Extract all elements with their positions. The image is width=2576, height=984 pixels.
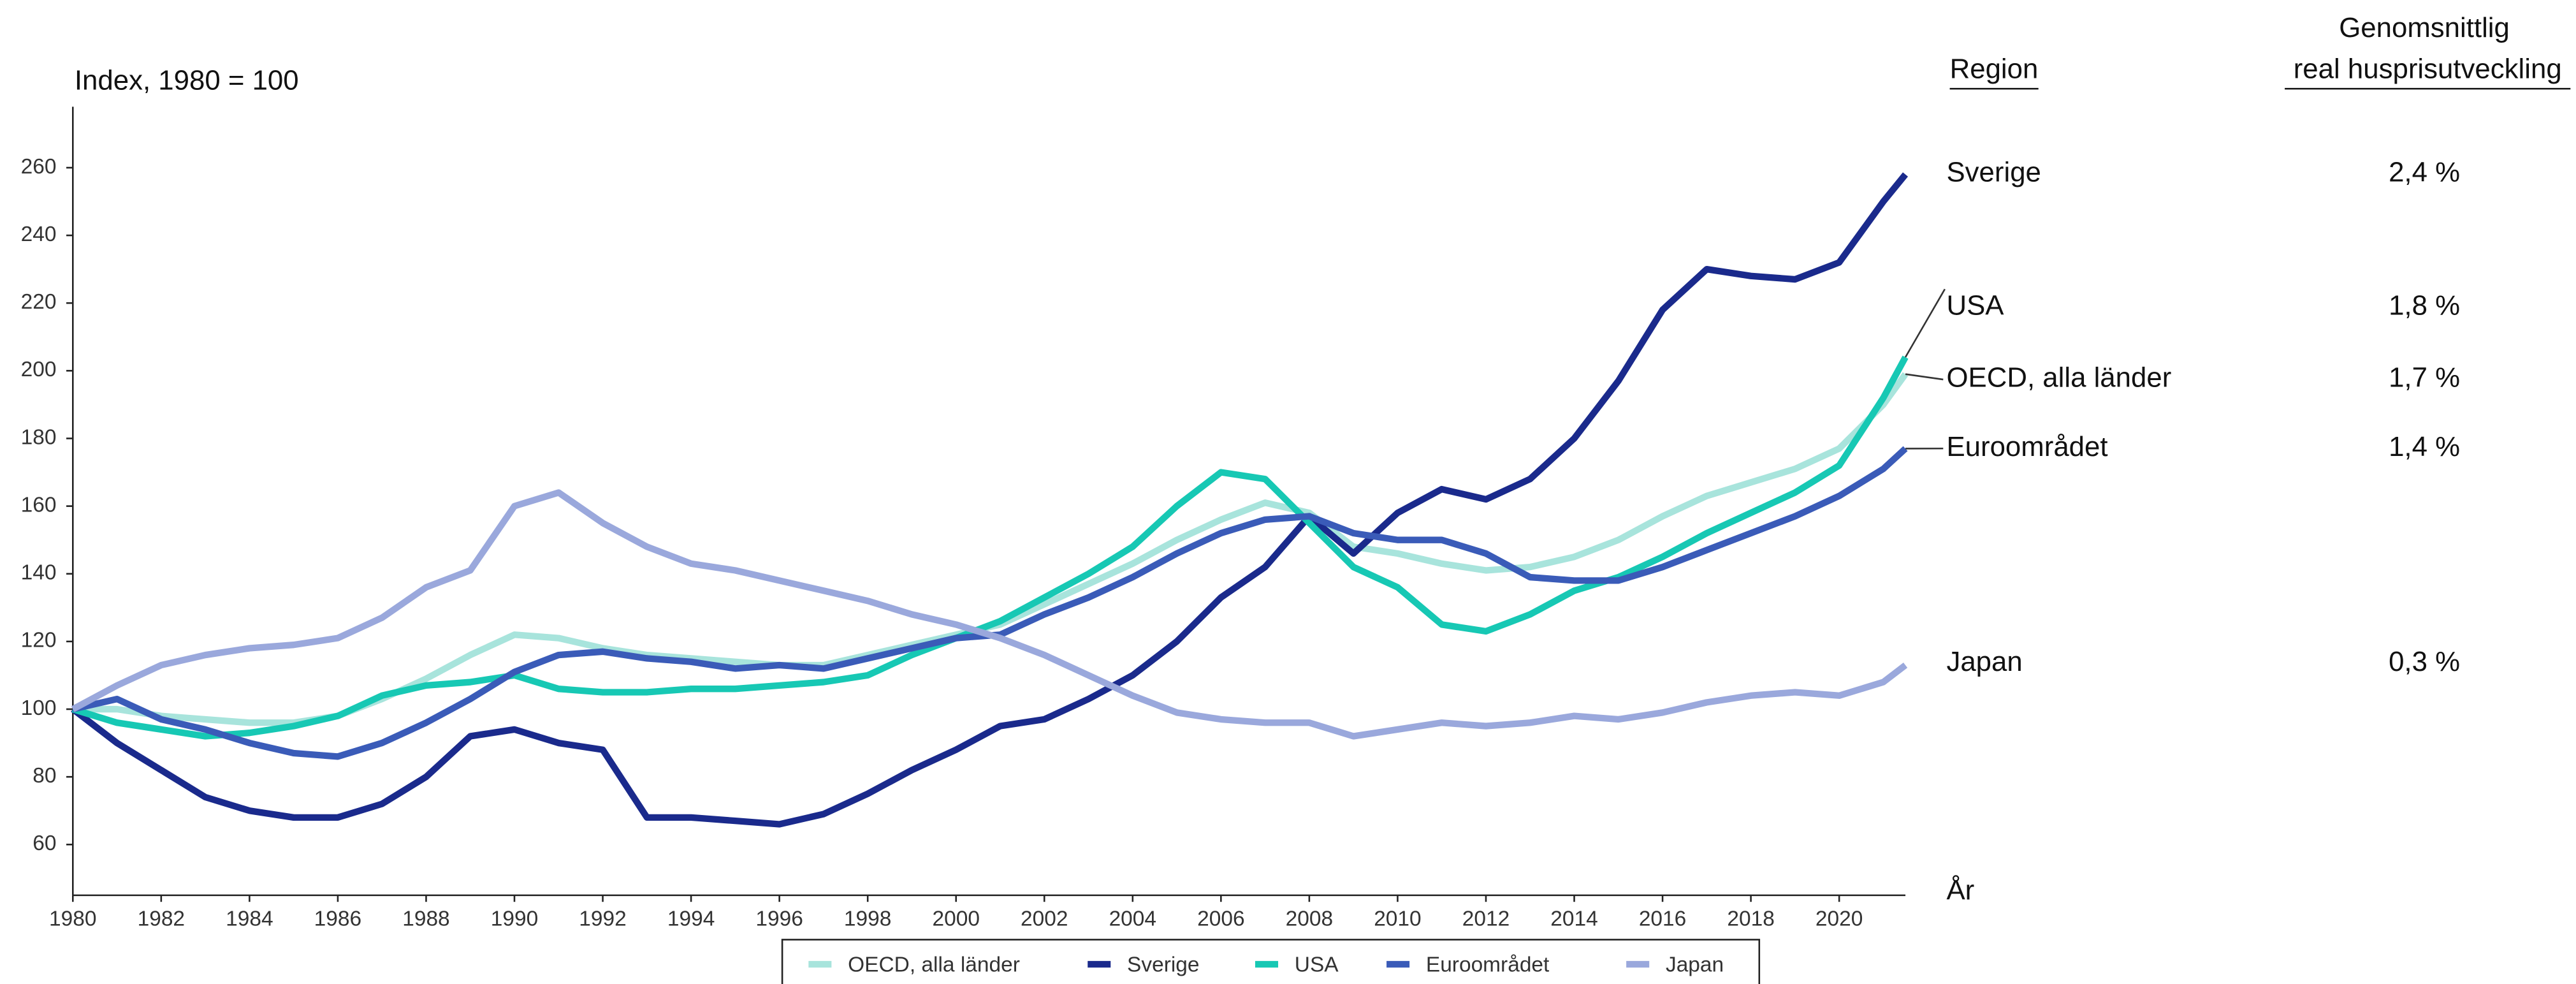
y-tick-label: 60 bbox=[33, 832, 56, 855]
x-tick-label: 2008 bbox=[1286, 907, 1333, 930]
series-line bbox=[73, 372, 1909, 726]
x-tick-label: 1996 bbox=[755, 907, 803, 930]
x-tick-label: 1992 bbox=[579, 907, 626, 930]
x-tick-label: 1994 bbox=[667, 907, 715, 930]
legend-label: Euroområdet bbox=[1426, 953, 1550, 977]
x-tick-label: 1984 bbox=[226, 907, 273, 930]
y-tick-label: 240 bbox=[21, 223, 57, 246]
x-axis-label: År bbox=[1946, 874, 1974, 906]
y-tick-label: 80 bbox=[33, 764, 56, 788]
region-header: Region bbox=[1950, 53, 2039, 84]
region-label: Japan bbox=[1946, 646, 2022, 677]
x-tick-label: 2014 bbox=[1550, 907, 1597, 930]
y-tick-label: 120 bbox=[21, 629, 57, 652]
legend-label: OECD, alla länder bbox=[848, 953, 1020, 977]
legend-label: Sverige bbox=[1127, 953, 1199, 977]
x-tick-label: 1986 bbox=[314, 907, 361, 930]
growth-value: 2,4 % bbox=[2389, 157, 2460, 188]
y-tick-label: 100 bbox=[21, 696, 57, 720]
y-tick-label: 140 bbox=[21, 561, 57, 585]
growth-value: 1,7 % bbox=[2389, 362, 2460, 393]
series-line bbox=[71, 489, 1908, 740]
x-tick-label: 1982 bbox=[138, 907, 185, 930]
legend-box bbox=[781, 939, 1761, 984]
region-label: OECD, alla länder bbox=[1946, 362, 2171, 393]
y-tick-label: 200 bbox=[21, 358, 57, 381]
leader-line bbox=[1904, 288, 1946, 358]
x-tick-label: 2004 bbox=[1109, 907, 1156, 930]
x-tick-label: 1990 bbox=[491, 907, 538, 930]
x-tick-label: 2002 bbox=[1021, 907, 1068, 930]
series-line bbox=[71, 355, 1909, 740]
leader-line bbox=[1905, 373, 1944, 381]
y-tick-label: 180 bbox=[21, 425, 57, 449]
growth-value: 1,4 % bbox=[2389, 431, 2460, 462]
region-label: Euroområdet bbox=[1946, 431, 2107, 462]
y-tick-label: 160 bbox=[21, 493, 57, 517]
growth-value: 0,3 % bbox=[2389, 646, 2460, 677]
series-line bbox=[71, 172, 1909, 828]
legend-label: USA bbox=[1295, 953, 1339, 977]
x-tick-label: 1980 bbox=[49, 907, 96, 930]
x-tick-label: 2020 bbox=[1816, 907, 1863, 930]
region-label: USA bbox=[1946, 290, 2004, 321]
x-tick-label: 2018 bbox=[1727, 907, 1774, 930]
y-axis-label: Index, 1980 = 100 bbox=[75, 64, 299, 96]
x-tick-label: 1988 bbox=[402, 907, 449, 930]
x-tick-label: 2016 bbox=[1639, 907, 1686, 930]
x-tick-label: 2000 bbox=[932, 907, 979, 930]
y-tick-label: 220 bbox=[21, 290, 57, 314]
x-tick-label: 2012 bbox=[1462, 907, 1510, 930]
x-tick-label: 2010 bbox=[1374, 907, 1421, 930]
y-tick-label: 260 bbox=[21, 155, 57, 179]
growth-value: 1,8 % bbox=[2389, 290, 2460, 321]
x-tick-label: 1998 bbox=[844, 907, 891, 930]
region-label: Sverige bbox=[1946, 157, 2041, 188]
legend-label: Japan bbox=[1666, 953, 1724, 977]
growth-header: Genomsnittlig bbox=[2339, 12, 2510, 43]
x-tick-label: 2006 bbox=[1197, 907, 1244, 930]
growth-header: real husprisutveckling bbox=[2294, 53, 2562, 84]
